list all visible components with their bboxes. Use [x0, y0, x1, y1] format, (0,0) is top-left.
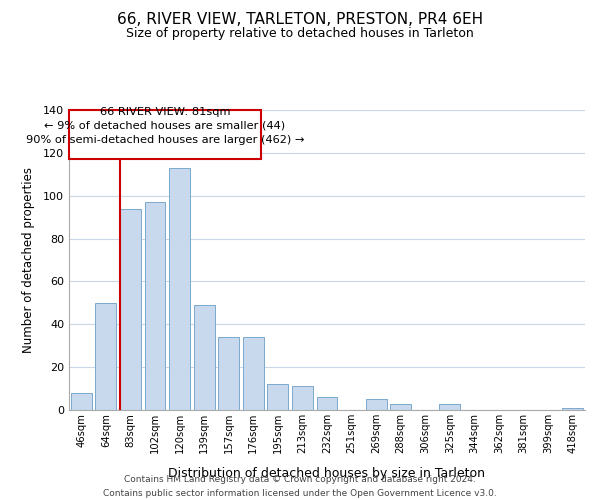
Bar — [439, 404, 460, 410]
Bar — [268, 384, 289, 410]
Bar — [390, 404, 411, 410]
Bar — [145, 202, 166, 410]
Bar — [169, 168, 190, 410]
Y-axis label: Number of detached properties: Number of detached properties — [22, 167, 35, 353]
Bar — [120, 208, 141, 410]
Bar — [218, 337, 239, 410]
Bar — [95, 303, 116, 410]
Bar — [365, 400, 386, 410]
X-axis label: Distribution of detached houses by size in Tarleton: Distribution of detached houses by size … — [169, 467, 485, 480]
Text: Size of property relative to detached houses in Tarleton: Size of property relative to detached ho… — [126, 26, 474, 40]
Text: 66 RIVER VIEW: 81sqm
← 9% of detached houses are smaller (44)
90% of semi-detach: 66 RIVER VIEW: 81sqm ← 9% of detached ho… — [26, 106, 304, 144]
Bar — [71, 393, 92, 410]
Text: Contains HM Land Registry data © Crown copyright and database right 2024.
Contai: Contains HM Land Registry data © Crown c… — [103, 476, 497, 498]
Bar — [243, 337, 264, 410]
Bar — [562, 408, 583, 410]
Text: 66, RIVER VIEW, TARLETON, PRESTON, PR4 6EH: 66, RIVER VIEW, TARLETON, PRESTON, PR4 6… — [117, 12, 483, 28]
Bar — [317, 397, 337, 410]
Bar — [292, 386, 313, 410]
Bar — [194, 305, 215, 410]
FancyBboxPatch shape — [69, 110, 260, 160]
